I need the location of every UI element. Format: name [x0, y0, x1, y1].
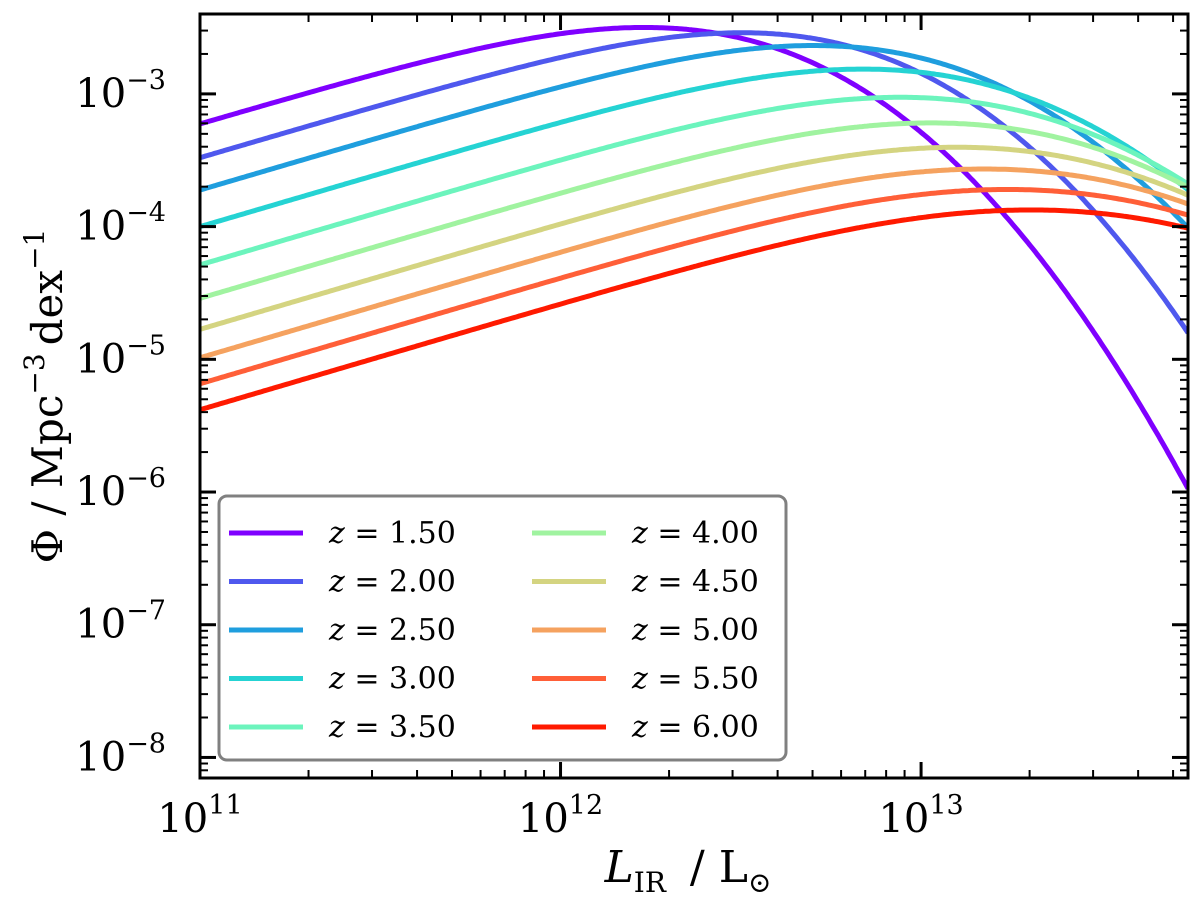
legend-item-z-3.50: z = 3.50	[229, 710, 456, 745]
legend-label: z = 1.50	[328, 516, 456, 551]
legend-item-z-2.00: z = 2.00	[229, 565, 456, 600]
x-tick-label: 1013	[878, 790, 963, 842]
y-axis-label-unit: Mpc	[23, 395, 72, 488]
legend-label: z = 6.00	[631, 710, 759, 745]
x-tick-label: 1012	[518, 790, 603, 842]
y-axis-label-unit-exp: −3	[18, 353, 51, 394]
series-line-z-5.00	[200, 166, 1188, 361]
y-axis-label-unit2: dex	[23, 270, 72, 346]
legend-item-z-6.00: z = 6.00	[532, 710, 759, 745]
legend-label: z = 5.00	[631, 613, 759, 648]
y-tick-label: 10−7	[75, 596, 166, 648]
y-tick-label: 10−4	[75, 198, 166, 250]
x-axis-label-sub: IR	[634, 866, 667, 899]
legend-item-z-3.00: z = 3.00	[229, 662, 456, 697]
y-tick-label: 10−6	[75, 463, 166, 515]
y-tick-label: 10−8	[75, 728, 166, 780]
series-group	[200, 25, 1188, 490]
x-tick-label: 1011	[157, 790, 242, 842]
legend-item-z-2.50: z = 2.50	[229, 613, 456, 648]
x-axis-label-unit: L	[719, 842, 748, 893]
x-axis-label-unit-symbol: ⊙	[748, 866, 771, 899]
legend-label: z = 2.00	[328, 565, 456, 600]
series-line-z-2.00	[200, 30, 1188, 335]
legend: z = 1.50 z = 2.00 z = 2.50 z = 3.00 z = 3.50…	[217, 494, 788, 762]
y-axis-label: Φ / Mpc−3dex−1	[18, 229, 72, 564]
legend-label: z = 4.50	[631, 565, 759, 600]
legend-item-z-4.00: z = 4.00	[532, 516, 759, 551]
series-line-z-3.50	[200, 94, 1188, 268]
y-axis-label-unit2-exp: −1	[18, 229, 51, 270]
legend-item-z-5.00: z = 5.00	[532, 613, 759, 648]
legend-item-z-5.50: z = 5.50	[532, 662, 759, 697]
legend-box	[217, 494, 788, 762]
series-line-z-5.50	[200, 187, 1188, 387]
legend-label: z = 5.50	[631, 662, 759, 697]
y-tick-label: 10−3	[75, 65, 166, 117]
tick-label-group: 1011 1012 1013 10−8 10−7 10−6 10−5 10−4 10−3	[75, 65, 963, 842]
legend-item-z-4.50: z = 4.50	[532, 565, 759, 600]
series-line-z-6.00	[200, 207, 1188, 413]
legend-label: z = 3.50	[328, 710, 456, 745]
x-axis-label: LIR / L⊙	[604, 842, 772, 899]
legend-entries: z = 1.50 z = 2.00 z = 2.50 z = 3.00 z = 3.50…	[229, 516, 759, 745]
series-line-z-1.50	[200, 25, 1188, 490]
series-line-z-3.00	[200, 66, 1188, 230]
legend-label: z = 2.50	[328, 613, 456, 648]
legend-item-z-1.50: z = 1.50	[229, 516, 456, 551]
series-line-z-4.50	[200, 144, 1188, 332]
series-line-z-4.00	[200, 120, 1188, 301]
plot-frame	[198, 12, 1190, 780]
y-tick-label: 10−5	[75, 330, 166, 382]
legend-label: z = 3.00	[328, 662, 456, 697]
legend-label: z = 4.00	[631, 516, 759, 551]
y-axis-label-main: Φ	[23, 529, 72, 563]
x-axis-label-main: L	[604, 842, 634, 893]
